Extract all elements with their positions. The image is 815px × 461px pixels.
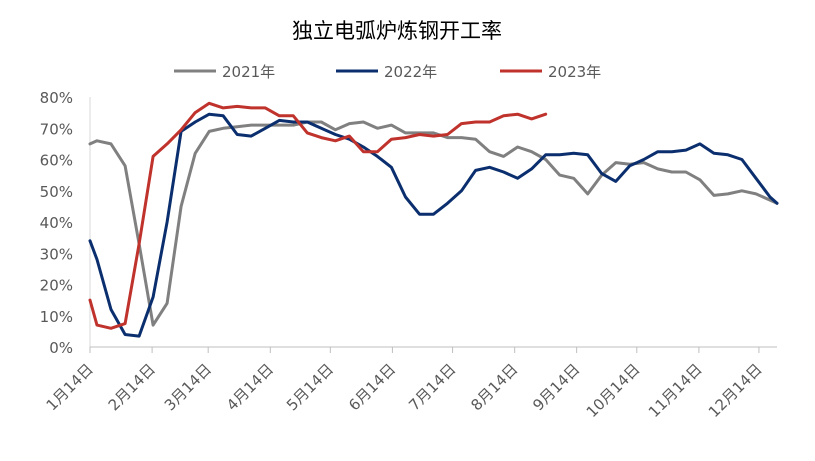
x-tick-label: 2月14日 bbox=[105, 360, 159, 414]
y-tick-label: 40% bbox=[40, 214, 73, 232]
x-tick-label: 11月14日 bbox=[645, 360, 706, 421]
legend-label-1: 2021年 bbox=[222, 63, 275, 81]
y-tick-label: 30% bbox=[40, 245, 73, 263]
x-tick-label: 1月14日 bbox=[43, 360, 97, 414]
y-tick-label: 10% bbox=[40, 308, 73, 326]
y-tick-label: 20% bbox=[40, 277, 73, 295]
x-tick-label: 12月14日 bbox=[705, 360, 766, 421]
legend-label-2: 2022年 bbox=[384, 63, 437, 81]
x-tick-label: 4月14日 bbox=[223, 360, 277, 414]
series-line-3 bbox=[88, 101, 548, 330]
y-tick-label: 50% bbox=[40, 183, 73, 201]
x-tick-label: 5月14日 bbox=[283, 360, 337, 414]
series-line-1 bbox=[88, 120, 779, 327]
series-layer bbox=[88, 101, 779, 338]
y-tick-label: 60% bbox=[40, 152, 73, 170]
y-tick-label: 0% bbox=[49, 339, 73, 357]
y-tick-label: 70% bbox=[40, 120, 73, 138]
chart-title: 独立电弧炉炼钢开工率 bbox=[292, 19, 502, 43]
x-tick-label: 8月14日 bbox=[467, 360, 521, 414]
x-tick-label: 3月14日 bbox=[161, 360, 215, 414]
x-tick-label: 9月14日 bbox=[529, 360, 583, 414]
series-line-2 bbox=[88, 112, 779, 338]
x-tick-label: 6月14日 bbox=[345, 360, 399, 414]
legend-label-3: 2023年 bbox=[548, 63, 601, 81]
x-tick-label: 7月14日 bbox=[405, 360, 459, 414]
legend: 2021年 2022年 2023年 bbox=[174, 63, 601, 81]
x-axis-ticks: 1月14日 2月14日 3月14日 4月14日 5月14日 6月14日 7月14日 8月14日… bbox=[43, 347, 766, 421]
x-tick-label: 10月14日 bbox=[583, 360, 644, 421]
y-axis-ticks: 0% 10% 20% 30% 40% 50% 60% 70% 80% bbox=[40, 89, 73, 357]
y-tick-label: 80% bbox=[40, 89, 73, 107]
